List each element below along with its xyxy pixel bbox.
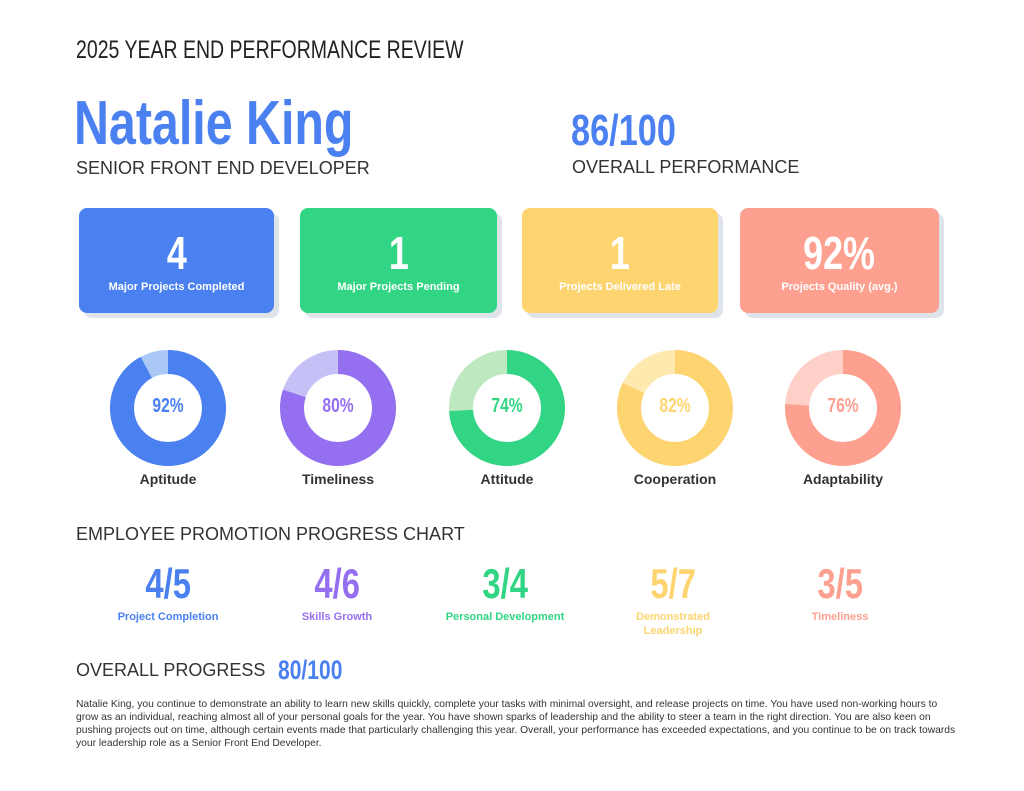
promotion-value-text: 5/7 — [650, 560, 696, 607]
overall-score-text: 86/100 — [571, 106, 676, 155]
stat-value-text: 1 — [610, 227, 630, 279]
donut-percent: 76% — [783, 395, 903, 418]
stat-value-text: 4 — [166, 227, 187, 279]
promotion-label: Personal Development — [445, 611, 565, 623]
review-summary: Natalie King, you continue to demonstrat… — [76, 699, 956, 749]
donut-percent: 74% — [447, 395, 567, 418]
promotion-value-text: 3/4 — [482, 560, 528, 607]
stat-label: Projects Quality (avg.) — [781, 281, 898, 293]
promotion-value: 4/5 — [88, 560, 248, 608]
document-title: 2025 YEAR END PERFORMANCE REVIEW — [76, 36, 573, 65]
stat-card: 4 Major Projects Completed — [79, 208, 274, 313]
stat-card: 1 Projects Delivered Late — [522, 208, 718, 313]
donut-adaptability: 76% — [783, 348, 903, 468]
donut-fill — [785, 350, 901, 466]
donut-percent: 82% — [615, 395, 735, 418]
promotion-label: Project Completion — [117, 611, 219, 623]
donut-label: Adaptability — [802, 471, 884, 487]
donut-percent-text: 74% — [491, 395, 523, 417]
stat-value-text: 1 — [388, 227, 409, 279]
document-title-text: 2025 YEAR END PERFORMANCE REVIEW — [76, 36, 464, 64]
stat-value: 4 — [79, 226, 274, 280]
donut-fill — [110, 350, 226, 466]
donut-label: Attitude — [480, 471, 534, 487]
donut-percent-text: 80% — [322, 395, 354, 417]
stat-card: 92% Projects Quality (avg.) — [740, 208, 939, 313]
donut-timeliness: 80% — [278, 348, 398, 468]
stat-value: 1 — [300, 226, 497, 280]
promotion-value: 3/4 — [425, 560, 585, 608]
employee-name-text: Natalie King — [74, 89, 354, 158]
overall-score-label: OVERALL PERFORMANCE — [572, 157, 800, 177]
donut-label: Aptitude — [139, 471, 197, 487]
stat-value: 1 — [522, 226, 718, 280]
stat-card: 1 Major Projects Pending — [300, 208, 497, 313]
promotion-label: Skills Growth — [301, 611, 373, 623]
donut-attitude: 74% — [447, 348, 567, 468]
promotion-label: Demonstrated Leadership — [636, 611, 710, 637]
donut-cooperation: 82% — [615, 348, 735, 468]
stat-label: Major Projects Pending — [337, 281, 460, 293]
promotion-value-text: 4/6 — [314, 560, 360, 607]
stat-value: 92% — [740, 226, 939, 280]
donut-fill — [449, 350, 565, 466]
stat-value-text: 92% — [803, 227, 876, 279]
overall-progress-text: 80/100 — [278, 655, 343, 685]
donut-percent: 80% — [278, 395, 398, 418]
promotion-value-text: 4/5 — [145, 560, 191, 607]
donut-aptitude: 92% — [108, 348, 228, 468]
promotion-value-text: 3/5 — [817, 560, 863, 607]
promotion-value: 3/5 — [760, 560, 920, 608]
donut-percent-text: 82% — [659, 395, 691, 417]
donut-fill — [280, 350, 396, 466]
promotion-value: 5/7 — [593, 560, 753, 608]
employee-role: SENIOR FRONT END DEVELOPER — [76, 158, 370, 178]
stat-label: Projects Delivered Late — [559, 281, 681, 293]
promotion-chart-title: EMPLOYEE PROMOTION PROGRESS CHART — [76, 524, 465, 544]
overall-progress-label: OVERALL PROGRESS — [76, 660, 266, 680]
overall-score: 86/100 — [571, 106, 706, 156]
promotion-label: Timeliness — [811, 611, 869, 623]
donut-percent: 92% — [108, 395, 228, 418]
donut-label: Timeliness — [301, 471, 375, 487]
overall-progress-value: 80/100 — [278, 655, 361, 686]
stat-label: Major Projects Completed — [108, 281, 245, 293]
donut-percent-text: 76% — [827, 395, 859, 417]
donut-fill — [617, 350, 733, 466]
donut-label: Cooperation — [633, 471, 717, 487]
donut-percent-text: 92% — [152, 395, 184, 417]
promotion-value: 4/6 — [257, 560, 417, 608]
employee-name: Natalie King — [74, 88, 432, 159]
